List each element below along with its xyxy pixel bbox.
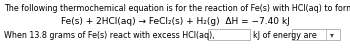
Text: Fe(s) + 2HCl(aq) → FeCl₂(s) + H₂(g)  ΔH = −7.40 kJ: Fe(s) + 2HCl(aq) → FeCl₂(s) + H₂(g) ΔH =… [61,17,289,26]
Text: The following thermochemical equation is for the reaction of Fe(s) with HCl(aq) : The following thermochemical equation is… [4,4,350,13]
Text: ▾: ▾ [330,30,334,39]
Bar [292,29,340,40]
Bar [208,29,250,40]
Text: When 13.8 grams of Fe(s) react with excess HCl(aq),: When 13.8 grams of Fe(s) react with exce… [4,31,215,40]
Text: kJ of energy are: kJ of energy are [253,31,317,40]
